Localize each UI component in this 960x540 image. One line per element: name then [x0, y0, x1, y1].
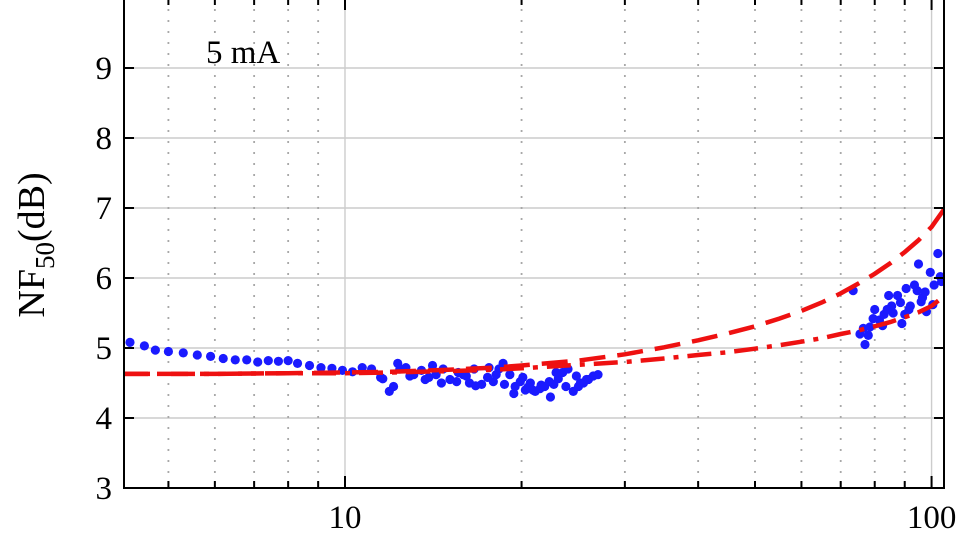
data-point [125, 337, 135, 347]
data-point [491, 370, 501, 380]
data-point [868, 314, 878, 324]
data-point [452, 377, 462, 387]
data-point [378, 374, 388, 384]
data-point [499, 379, 510, 389]
data-point [593, 370, 603, 380]
data-point [901, 283, 911, 294]
data-point [205, 351, 216, 361]
data-point [283, 356, 293, 366]
data-point [916, 297, 926, 307]
data-point [545, 392, 556, 402]
data-point [925, 267, 935, 277]
data-point [436, 378, 446, 388]
current-annotation: 5 mA [206, 35, 280, 71]
y-tick-label: 8 [96, 121, 113, 157]
data-point [427, 360, 438, 371]
y-axis-label: NF50(dB) [11, 172, 60, 317]
data-point [388, 381, 399, 392]
y-axis-label-main: NF [11, 269, 53, 318]
y-tick-label: 7 [96, 191, 113, 227]
data-point [920, 287, 930, 297]
y-tick-label: 6 [96, 261, 113, 297]
data-point [884, 290, 894, 301]
data-point [863, 330, 873, 340]
data-point [420, 374, 430, 385]
y-tick-label: 5 [96, 331, 113, 367]
measured-points [125, 248, 944, 402]
plot-frame [123, 0, 945, 489]
data-point [273, 356, 284, 366]
data-point [357, 363, 367, 373]
data-point [860, 339, 870, 350]
data-point [316, 363, 326, 373]
data-point [263, 356, 273, 366]
y-tick-label: 3 [96, 471, 113, 507]
data-point [571, 371, 581, 381]
data-point [536, 380, 546, 390]
data-point [523, 382, 533, 392]
y-axis-label-unit: (dB) [11, 172, 53, 242]
x-tick-label: 10 [328, 500, 361, 536]
data-point [192, 350, 202, 360]
data-point [139, 341, 149, 351]
model-curve-dash-dot [124, 294, 944, 377]
y-axis-label-subscript: 50 [30, 242, 60, 269]
data-point [575, 378, 586, 388]
x-tick-label: 100 [907, 500, 957, 536]
model-curve-dashed [124, 208, 944, 377]
data-point [242, 355, 252, 365]
data-point [488, 377, 498, 387]
y-tick-label: 9 [96, 51, 113, 87]
data-point [505, 370, 515, 380]
data-point [509, 388, 519, 399]
ticks: 3 4 5 6 7 8 9 10 100 [96, 0, 957, 536]
clipped-series [124, 208, 944, 402]
data-point [882, 304, 892, 315]
data-point [304, 360, 315, 371]
data-point [230, 355, 240, 365]
data-point [895, 297, 906, 308]
data-point [913, 259, 924, 269]
data-point [912, 286, 922, 296]
data-point [178, 348, 188, 358]
data-point [292, 358, 303, 368]
plot-series [124, 208, 944, 402]
data-point [551, 367, 561, 378]
data-point [933, 248, 943, 259]
grid [124, 0, 944, 488]
data-point [870, 304, 880, 315]
data-point [150, 345, 160, 355]
data-point [561, 381, 571, 392]
y-tick-label: 4 [96, 401, 113, 437]
data-point [518, 372, 528, 382]
data-point [892, 290, 903, 301]
data-point [929, 280, 939, 290]
data-point [253, 357, 263, 367]
data-point [897, 318, 907, 329]
data-point [337, 365, 348, 375]
data-point [461, 371, 471, 381]
data-point [218, 353, 228, 364]
data-point [163, 346, 174, 357]
data-point [477, 379, 487, 389]
